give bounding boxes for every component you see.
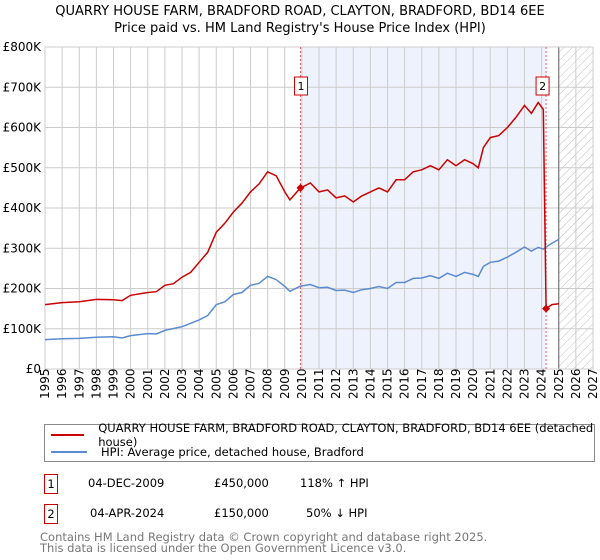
x-tick-label: 2015 xyxy=(381,368,395,399)
x-tick-label: 1997 xyxy=(72,368,86,399)
sale-point-marker xyxy=(296,183,305,192)
y-tick-label: £300K xyxy=(3,241,43,255)
y-tick-label: £500K xyxy=(3,161,43,175)
sale-label: 2 xyxy=(539,80,546,93)
chart-area: 1995 1996 1997 1998 1999 2000 2001 2002 2003 2004… xyxy=(3,40,600,399)
x-tick-label: 2026 xyxy=(569,368,583,399)
x-tick-label: 2004 xyxy=(192,368,206,399)
x-tick-label: 2025 xyxy=(552,368,566,399)
x-tick-label: 2016 xyxy=(398,368,412,399)
y-tick-label: £700K xyxy=(3,80,43,94)
x-tick-label: 2005 xyxy=(209,368,223,399)
transaction-price: £450,000 xyxy=(214,476,269,490)
y-tick-label: £100K xyxy=(3,322,43,336)
property-price-line xyxy=(44,101,559,311)
x-tick-label: 2002 xyxy=(158,368,172,399)
x-tick-label: 2003 xyxy=(175,368,189,399)
footer-copyright: Contains HM Land Registry data © Crown c… xyxy=(40,530,488,544)
sale-label: 1 xyxy=(298,80,305,93)
x-tick-label: 1996 xyxy=(55,368,69,399)
x-tick-label: 2008 xyxy=(261,368,275,399)
transaction-date: 04-APR-2024 xyxy=(90,506,165,520)
x-tick-label: 2001 xyxy=(141,368,155,399)
legend-item-property: QUARRY HOUSE FARM, BRADFORD ROAD, CLAYTO… xyxy=(45,421,594,449)
x-tick-label: 2006 xyxy=(226,368,240,399)
y-tick-label: £0 xyxy=(26,362,41,376)
x-tick-label: 2024 xyxy=(535,368,549,399)
x-tick-label: 2020 xyxy=(466,368,480,399)
x-tick-label: 1995 xyxy=(38,368,52,399)
plot-frame xyxy=(44,46,594,370)
legend-label-property: QUARRY HOUSE FARM, BRADFORD ROAD, CLAYTO… xyxy=(98,421,594,449)
x-tick-label: 2011 xyxy=(312,368,326,399)
transaction-hpi: 118% ↑ HPI xyxy=(300,476,369,490)
legend-label-hpi: HPI: Average price, detached house, Brad… xyxy=(101,445,364,459)
x-tick-label: 2027 xyxy=(586,368,600,399)
x-tick-label: 2000 xyxy=(124,368,138,399)
x-tick-label: 2022 xyxy=(500,368,514,399)
x-tick-label: 1999 xyxy=(107,368,121,399)
x-tick-label: 2009 xyxy=(278,368,292,399)
y-tick-label: £800K xyxy=(3,40,43,54)
y-tick-label: £400K xyxy=(3,201,43,215)
y-tick-label: £600K xyxy=(3,121,43,135)
x-tick-label: 1998 xyxy=(89,368,103,399)
x-tick-label: 2013 xyxy=(346,368,360,399)
legend-item-hpi: HPI: Average price, detached house, Brad… xyxy=(45,444,364,460)
blue-line-swatch xyxy=(51,451,87,453)
x-tick-label: 2010 xyxy=(295,368,309,399)
x-tick-label: 2021 xyxy=(483,368,497,399)
x-tick-label: 2007 xyxy=(244,368,258,399)
y-tick-label: £200K xyxy=(3,282,43,296)
chart-title: QUARRY HOUSE FARM, BRADFORD ROAD, CLAYTO… xyxy=(55,4,545,19)
sale-point-marker xyxy=(542,304,551,313)
legend: QUARRY HOUSE FARM, BRADFORD ROAD, CLAYTO… xyxy=(44,421,595,462)
transaction-badge: 1 xyxy=(44,474,58,494)
x-tick-label: 2017 xyxy=(415,368,429,399)
transaction-badge: 2 xyxy=(44,504,58,524)
x-tick-label: 2023 xyxy=(518,368,532,399)
x-tick-label: 2018 xyxy=(432,368,446,399)
sale-label-box xyxy=(535,76,550,96)
x-tick-label: 2014 xyxy=(363,368,377,399)
transaction-price: £150,000 xyxy=(214,506,269,520)
red-line-swatch xyxy=(51,434,85,436)
chart-subtitle: Price paid vs. HM Land Registry's House … xyxy=(114,21,486,36)
hpi-line xyxy=(44,238,560,341)
transaction-hpi: 50% ↓ HPI xyxy=(306,506,368,520)
transaction-date: 04-DEC-2009 xyxy=(88,476,165,490)
x-tick-label: 2019 xyxy=(449,368,463,399)
footer-licence: This data is licensed under the Open Gov… xyxy=(40,541,407,555)
sale-label-box xyxy=(294,76,309,96)
x-tick-label: 2012 xyxy=(329,368,343,399)
